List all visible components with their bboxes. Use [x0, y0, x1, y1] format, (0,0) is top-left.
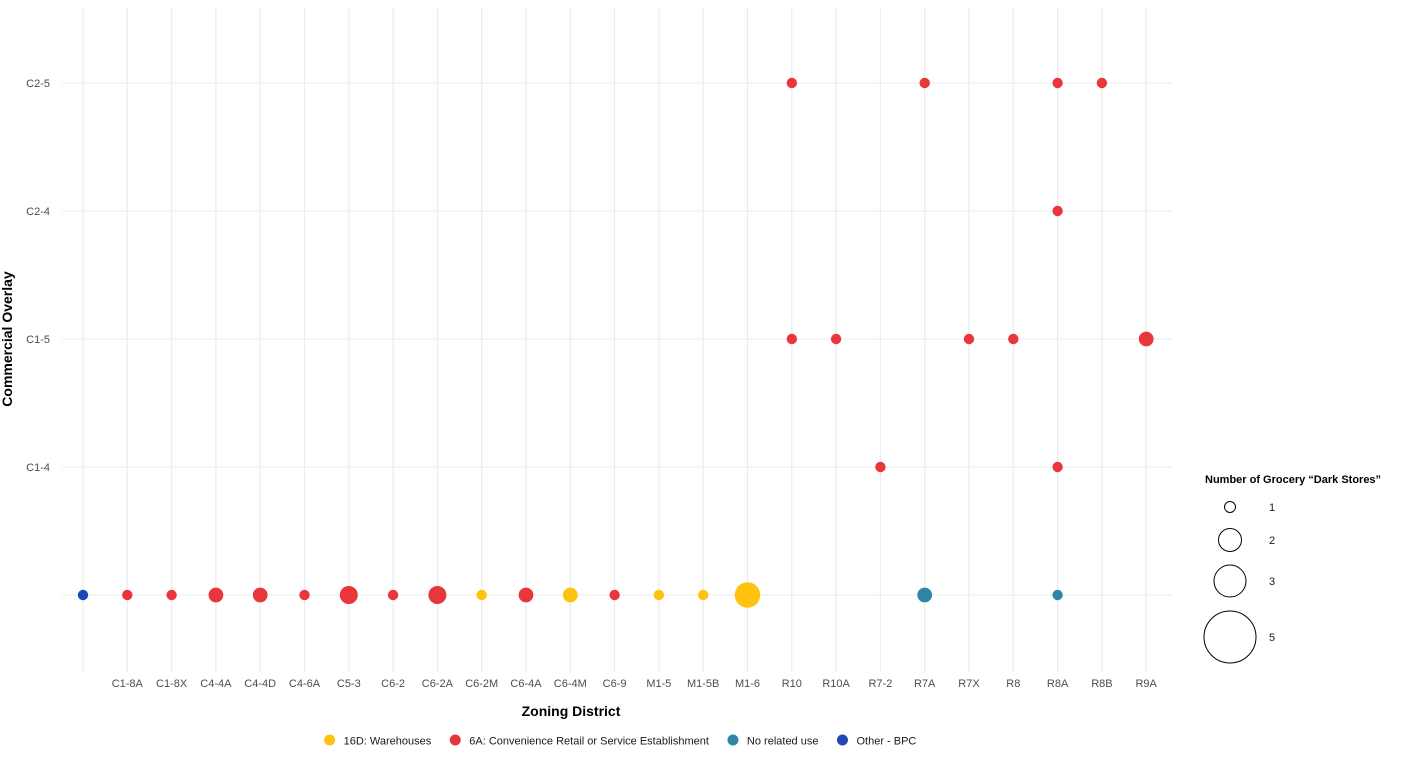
- legend-swatch-other-bpc: [836, 734, 848, 746]
- y-tick-label-c2-5: C2-5: [26, 78, 50, 90]
- data-point-c6-4a-blank: [518, 587, 534, 603]
- data-point-m1-5b-blank: [698, 589, 709, 601]
- size-legend-label-1: 1: [1269, 502, 1275, 514]
- x-tick-label-r8b: R8B: [1091, 678, 1112, 690]
- size-legend-label-2: 2: [1269, 535, 1275, 547]
- x-tick-label-c6-9: C6-9: [603, 678, 627, 690]
- x-tick-label-m1-5: M1-5: [646, 678, 671, 690]
- x-tick-label-c1-8a: C1-8A: [112, 678, 144, 690]
- data-point-r8a-blank: [1052, 589, 1063, 601]
- data-point-r8a-c1-4: [1052, 461, 1063, 473]
- size-legend-label-5: 5: [1269, 632, 1275, 644]
- y-tick-label-c2-4: C2-4: [26, 206, 50, 218]
- data-point-r8a-c2-5: [1052, 77, 1063, 89]
- x-tick-label-c4-4a: C4-4A: [200, 678, 232, 690]
- x-tick-label-r9a: R9A: [1135, 678, 1157, 690]
- data-point-r10-c2-5: [786, 77, 797, 89]
- y-tick-label-c1-5: C1-5: [26, 334, 50, 346]
- data-point-c6-4m-blank: [562, 587, 578, 603]
- legend-item-other-bpc: Other - BPC: [836, 734, 916, 748]
- x-tick-label-r8a: R8A: [1047, 678, 1069, 690]
- data-point-r7a-blank: [917, 587, 933, 603]
- data-points: [77, 77, 1154, 608]
- data-point-c6-2-blank: [387, 589, 399, 601]
- data-point-c4-4d-blank: [252, 587, 268, 603]
- data-point-r7a-c2-5: [919, 77, 930, 89]
- x-tick-label-m1-6: M1-6: [735, 678, 760, 690]
- x-tick-label-c5-3: C5-3: [337, 678, 361, 690]
- size-legend-circle-5: [1203, 610, 1257, 664]
- data-point-r8-c1-5: [1008, 333, 1019, 345]
- size-legend-circle-1: [1224, 501, 1236, 513]
- x-tick-label-r8: R8: [1006, 678, 1020, 690]
- x-tick-label-r10: R10: [782, 678, 802, 690]
- x-tick-label-c4-6a: C4-6A: [289, 678, 321, 690]
- legend-item-6a-convenience-retail-or-service-establishment: 6A: Convenience Retail or Service Establ…: [449, 734, 709, 748]
- x-tick-label-r7x: R7X: [958, 678, 980, 690]
- size-legend: Number of Grocery “Dark Stores” 1 2 3 5: [1203, 474, 1381, 664]
- x-tick-label-m1-5b: M1-5B: [687, 678, 719, 690]
- legend-swatch-no-related-use: [727, 734, 739, 746]
- grid-lines: [62, 8, 1172, 672]
- x-tick-label-r7-2: R7-2: [868, 678, 892, 690]
- data-point-r8b-c2-5: [1096, 77, 1108, 89]
- data-point-r10-c1-5: [786, 333, 797, 345]
- size-legend-circle-3: [1213, 564, 1247, 598]
- data-point-r7x-c1-5: [963, 333, 975, 345]
- data-point-blank-blank: [77, 589, 89, 601]
- x-tick-label-c6-2m: C6-2M: [465, 678, 498, 690]
- legend-label-other-bpc: Other - BPC: [856, 736, 916, 748]
- data-point-m1-6-blank: [734, 582, 761, 608]
- x-tick-label-r10a: R10A: [822, 678, 850, 690]
- x-tick-label-c4-4d: C4-4D: [244, 678, 276, 690]
- size-legend-title: Number of Grocery “Dark Stores”: [1205, 474, 1381, 486]
- data-point-m1-5-blank: [653, 589, 665, 601]
- x-tick-label-c6-2a: C6-2A: [422, 678, 454, 690]
- x-tick-label-c6-4m: C6-4M: [554, 678, 587, 690]
- size-legend-circle-2: [1218, 528, 1242, 552]
- data-point-c4-4a-blank: [208, 587, 224, 603]
- data-point-r7-2-c1-4: [875, 461, 886, 473]
- data-point-r8a-c2-4: [1052, 205, 1063, 217]
- x-tick-label-r7a: R7A: [914, 678, 936, 690]
- y-axis-title: Commercial Overlay: [0, 271, 15, 407]
- color-legend: 16D: Warehouses 6A: Convenience Retail or…: [324, 734, 916, 748]
- legend-item-16d-warehouses: 16D: Warehouses: [324, 734, 432, 748]
- legend-swatch-16d-warehouses: [324, 734, 336, 746]
- x-tick-label-c6-2: C6-2: [381, 678, 405, 690]
- x-tick-label-c6-4a: C6-4A: [510, 678, 542, 690]
- data-point-r10a-c1-5: [830, 333, 842, 345]
- data-point-c6-9-blank: [609, 589, 620, 601]
- data-point-c1-8a-blank: [122, 589, 133, 601]
- data-point-c5-3-blank: [339, 585, 358, 605]
- data-point-c6-2m-blank: [476, 589, 487, 601]
- legend-label-no-related-use: No related use: [747, 736, 819, 748]
- legend-item-no-related-use: No related use: [727, 734, 819, 748]
- x-axis-title: Zoning District: [522, 703, 621, 719]
- y-axis-tick-labels: C1-4 C1-5 C2-4 C2-5: [26, 78, 50, 474]
- legend-swatch-6a-convenience-retail-or-service-establishment: [449, 734, 461, 746]
- data-point-c1-8x-blank: [166, 589, 177, 601]
- data-point-c6-2a-blank: [428, 585, 447, 605]
- size-legend-label-3: 3: [1269, 576, 1275, 588]
- x-axis-tick-labels: C1-8A C1-8X C4-4A C4-4D C4-6A C5-3 C6-2 C6-2A C6…: [112, 678, 1158, 690]
- legend-label-16d-warehouses: 16D: Warehouses: [344, 736, 432, 748]
- data-point-r9a-c1-5: [1138, 331, 1154, 347]
- x-tick-label-c1-8x: C1-8X: [156, 678, 188, 690]
- legend-label-6a-convenience-retail-or-service-establishment: 6A: Convenience Retail or Service Establ…: [469, 736, 709, 748]
- y-tick-label-c1-4: C1-4: [26, 462, 50, 474]
- data-point-c4-6a-blank: [299, 589, 310, 601]
